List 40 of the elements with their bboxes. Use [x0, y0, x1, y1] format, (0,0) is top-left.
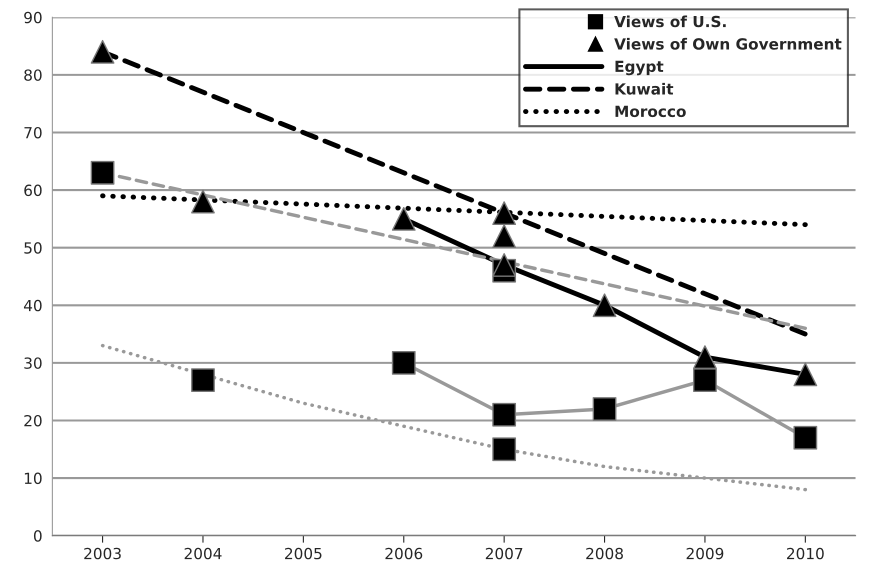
y-tick-label: 10: [24, 472, 42, 484]
legend-label: Morocco: [616, 106, 686, 118]
legend-label: Kuwait: [616, 82, 674, 95]
legend-label: Egypt: [616, 60, 664, 76]
point: [793, 426, 818, 450]
point: [392, 350, 416, 375]
legend-label: Views of U.S.: [614, 15, 726, 28]
y-tick-label: 20: [24, 414, 42, 426]
y-tick-label: 0: [34, 530, 42, 542]
y-tick-label: 90: [24, 12, 42, 24]
point: [492, 224, 516, 248]
point: [492, 402, 516, 427]
point: [191, 190, 215, 214]
x-tick-label: 2005: [285, 548, 322, 560]
point: [90, 160, 114, 185]
x-tick-label: 2006: [385, 548, 422, 560]
point: [492, 437, 516, 462]
y-tick-label: 40: [24, 300, 42, 312]
point: [592, 397, 616, 421]
y-tick-label: 30: [24, 357, 42, 369]
y-tick-label: 70: [24, 126, 42, 138]
x-tick-label: 2004: [184, 548, 222, 560]
x-tick-label: 2007: [486, 548, 522, 560]
x-tick-label: 2010: [787, 548, 824, 560]
x-tick-label: 2008: [586, 548, 623, 560]
point: [693, 368, 717, 392]
y-tick-label: 60: [24, 184, 42, 196]
point: [392, 206, 416, 231]
x-tick-label: 2009: [686, 548, 724, 560]
point: [90, 40, 114, 64]
point: [592, 293, 616, 318]
point: [693, 345, 717, 370]
point: [492, 253, 516, 277]
x-tick-label: 2003: [84, 548, 121, 560]
y-tick-label: 50: [24, 242, 42, 254]
point: [793, 362, 818, 386]
legend-label: Views of Own Government: [614, 38, 842, 50]
point: [191, 368, 215, 392]
point: [492, 201, 516, 226]
y-tick-label: 80: [24, 69, 42, 81]
